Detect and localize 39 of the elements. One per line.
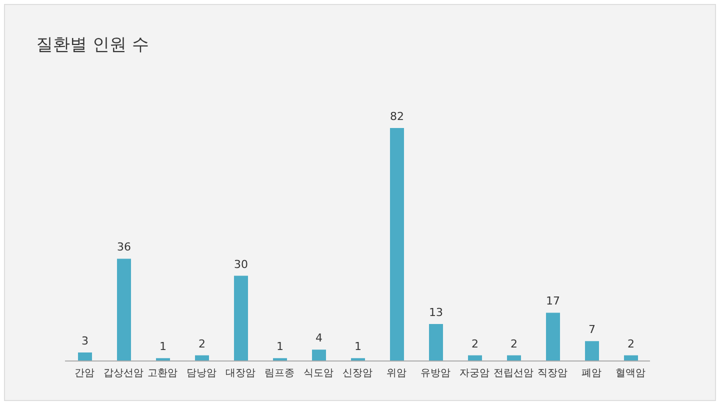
x-tick-label: 대장암: [226, 368, 256, 380]
data-label: 7: [588, 323, 596, 336]
data-label: 2: [628, 337, 634, 350]
x-tick-label: 간암: [74, 368, 94, 380]
x-tick-label: 고환암: [148, 368, 178, 380]
data-label: 2: [510, 337, 518, 350]
x-tick-label: 식도암: [304, 368, 334, 380]
x-tick-label: 유방암: [420, 368, 450, 380]
bar: [546, 312, 560, 361]
bar: [390, 128, 404, 361]
data-label: 1: [160, 340, 166, 354]
data-label: 4: [316, 332, 322, 345]
data-label: 2: [198, 337, 206, 350]
x-tick-label: 갑상선암: [104, 368, 144, 380]
data-label: 13: [429, 306, 443, 320]
data-label: 36: [117, 240, 131, 254]
bar: [117, 258, 131, 361]
data-label: 30: [234, 258, 248, 271]
data-label: 2: [472, 337, 478, 350]
data-label: 17: [546, 294, 560, 308]
data-label: 3: [82, 334, 88, 348]
x-tick-label: 자궁암: [460, 368, 490, 380]
data-label: 1: [276, 340, 284, 354]
x-tick-label: 신장암: [342, 368, 372, 380]
data-label: 1: [354, 340, 362, 354]
data-label: 82: [390, 110, 404, 123]
bar: [234, 276, 248, 361]
bar: [78, 352, 92, 361]
x-tick-label: 직장암: [538, 368, 568, 380]
bar: [429, 324, 443, 361]
bar: [585, 341, 599, 361]
x-tick-label: 폐암: [582, 368, 602, 380]
x-tick-label: 담낭암: [186, 368, 216, 380]
x-tick-label: 혈액암: [616, 368, 646, 380]
chart-title: 질환별 인원 수: [36, 34, 149, 56]
bar: [312, 350, 326, 361]
x-tick-label: 위암: [386, 368, 406, 380]
x-tick-label: 전립선암: [494, 368, 534, 380]
x-tick-label: 림프종: [264, 368, 294, 380]
